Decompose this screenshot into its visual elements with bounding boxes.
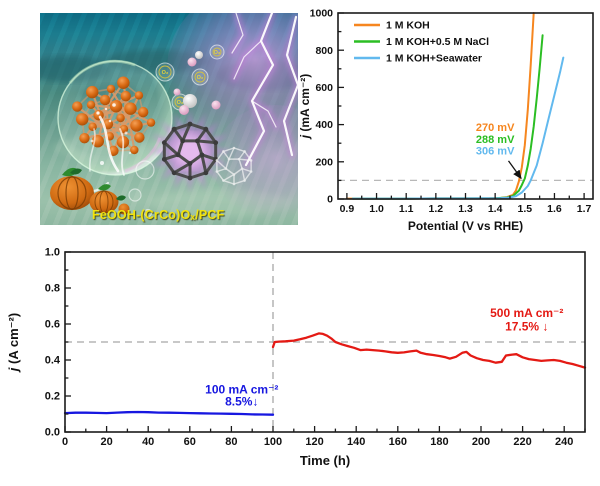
o2-label: O₂ xyxy=(177,100,184,106)
x-tick-label: 160 xyxy=(389,436,407,448)
stability-chart: 0 20 40 60 80 100 120 140 160 180 200 220 240 0.0 0.2 0… xyxy=(6,247,587,468)
legend-label: 1 M KOH xyxy=(386,20,430,32)
lightning-icon xyxy=(229,13,298,168)
x-tick-label: 1.6 xyxy=(547,203,562,215)
annotation: 270 mV xyxy=(476,122,515,134)
x-tick-label: 1.1 xyxy=(399,203,414,215)
series-line xyxy=(63,410,275,416)
y-tick-label: 0.6 xyxy=(45,319,60,331)
x-tick-label: 60 xyxy=(184,436,196,448)
purple-glow xyxy=(167,13,298,221)
catalyst-label-text: FeOOH-(CrCo)Oₓ/PCF xyxy=(92,208,225,222)
y-tick-label: 0.0 xyxy=(45,427,60,439)
annotation: 8.5%↓ xyxy=(225,394,258,408)
annotation: 500 mA cm⁻² xyxy=(490,306,563,320)
x-tick-label: 80 xyxy=(225,436,237,448)
o2-label: O₂ xyxy=(162,70,169,76)
x-tick-label: 40 xyxy=(142,436,154,448)
y-tick-label: 200 xyxy=(315,156,333,168)
annotation-arrow xyxy=(507,160,522,180)
pumpkin-clusters xyxy=(50,167,130,215)
annotation: 306 mV xyxy=(476,146,515,158)
series-line xyxy=(351,56,565,200)
x-axis-label: Potential (V vs RHE) xyxy=(408,219,523,233)
x-tick-label: 240 xyxy=(555,436,573,448)
x-tick-label: 0.9 xyxy=(340,203,355,215)
illustration-panel: O₂ O₂ O₂ O₂ xyxy=(40,13,298,225)
nanoparticle-cluster xyxy=(57,59,173,176)
y-tick-label: 1000 xyxy=(310,8,334,20)
legend-label: 1 M KOH+Seawater xyxy=(386,53,482,65)
x-tick-label: 20 xyxy=(100,436,112,448)
catalyst-label: FeOOH-(CrCo)Oₓ/PCF xyxy=(92,208,224,222)
y-tick-label: 800 xyxy=(315,45,333,57)
carbon-cage-icon xyxy=(148,109,253,193)
y-tick-label: 0 xyxy=(327,194,333,206)
bubbles xyxy=(128,160,155,218)
gas-spheres xyxy=(173,51,221,115)
x-tick-label: 0 xyxy=(62,436,68,448)
y-tick-label: 1.0 xyxy=(45,247,60,259)
x-tick-label: 1.5 xyxy=(517,203,532,215)
x-tick-label: 180 xyxy=(430,436,448,448)
x-tick-label: 140 xyxy=(347,436,365,448)
annotation: 288 mV xyxy=(476,134,515,146)
legend-label: 1 M KOH+0.5 M NaCl xyxy=(386,36,489,48)
o2-label: O₂ xyxy=(214,50,221,56)
x-tick-label: 1.0 xyxy=(369,203,384,215)
y-axis-label: j (mA cm⁻²) xyxy=(300,74,312,141)
x-tick-label: 120 xyxy=(305,436,323,448)
y-tick-label: 600 xyxy=(315,82,333,94)
x-tick-label: 200 xyxy=(472,436,490,448)
underwater-scene: O₂ O₂ O₂ O₂ xyxy=(40,13,298,221)
y-tick-label: 400 xyxy=(315,119,333,131)
lsv-chart: 0.9 1.0 1.1 1.2 1.3 1.4 1.5 1.6 1.7 0 200 400 600 800… xyxy=(300,8,594,233)
x-axis-label: Time (h) xyxy=(300,453,350,468)
x-tick-label: 1.3 xyxy=(458,203,473,215)
y-tick-label: 0.4 xyxy=(45,355,61,367)
annotation: 100 mA cm⁻² xyxy=(205,382,278,396)
annotation: 17.5% ↓ xyxy=(505,319,548,333)
y-tick-label: 0.2 xyxy=(45,391,60,403)
oxygen-bubbles: O₂ O₂ O₂ O₂ xyxy=(155,44,225,111)
x-tick-label: 1.4 xyxy=(488,203,503,215)
x-tick-label: 220 xyxy=(513,436,531,448)
x-tick-label: 100 xyxy=(264,436,282,448)
series-line xyxy=(271,332,587,369)
x-tick-label: 1.2 xyxy=(429,203,444,215)
o2-label: O₂ xyxy=(197,75,204,81)
y-tick-label: 0.8 xyxy=(45,283,60,295)
y-axis-label: j (A cm⁻²) xyxy=(6,313,21,373)
x-tick-label: 1.7 xyxy=(577,203,592,215)
